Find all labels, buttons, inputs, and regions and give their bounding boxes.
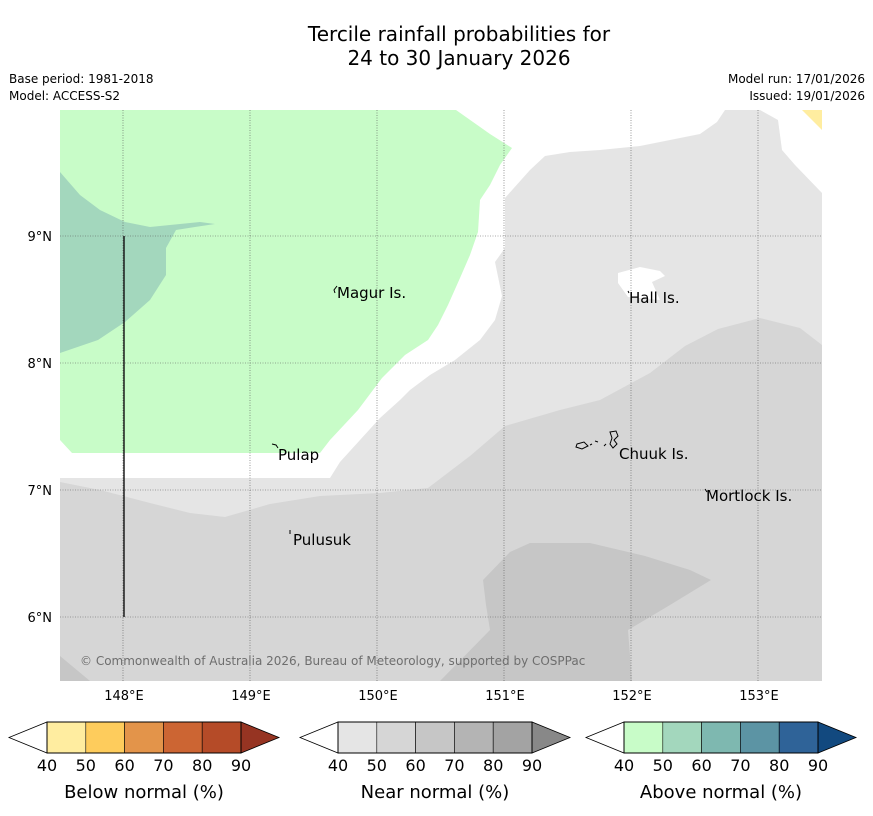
colorbar-tick-label: 70 [153,756,173,775]
colorbar-tick-label: 60 [405,756,425,775]
place-magur-label: Magur Is. [337,284,406,302]
colorbar-cell [337,721,378,754]
colorbar-cell [454,721,494,754]
above-normal-50-60-region [60,172,215,353]
colorbar-tick-label: 70 [730,756,750,775]
colorbar-cell [701,721,741,754]
colorbar-tick-label: 80 [192,756,212,775]
colorbar-tick-label: 70 [444,756,464,775]
colorbar-cell [492,721,533,754]
map-area: Magur Is. Hall Is. Pulap Chuuk Is. Mortl… [60,110,822,681]
colorbar-cell [623,721,664,754]
colorbar-outline [623,721,819,754]
title-line-1: Tercile rainfall probabilities for [307,22,611,46]
colorbar-outline [337,721,533,754]
white-gap-north [618,267,665,300]
colorbar-title: Near normal (%) [361,782,510,803]
colorbar-tick-label: 50 [367,756,387,775]
colorbar-right-extension [817,721,858,754]
grid-lines [60,110,822,681]
colorbar-title: Above normal (%) [640,782,802,803]
colorbar-left-extension [7,721,48,754]
colorbar-cell [376,721,416,754]
lon-label-149e: 149°E [231,689,271,704]
colorbar-right-extension [240,721,281,754]
place-pulusuk-label: Pulusuk [293,531,351,549]
colorbar-below-normal: 40 50 60 70 80 90 Below normal (%) [7,721,281,803]
model-text: Model: ACCESS-S2 [9,89,121,103]
mortlock-island-shape [704,488,708,493]
meta-right: Model run: 17/01/2026 Issued: 19/01/2026 [728,71,865,105]
colorbar-left-extension [298,721,339,754]
near-normal-60-70-region [440,543,711,681]
colorbar-above-normal: 40 50 60 70 80 90 Above normal (%) [584,721,858,803]
colorbar-tick-label: 50 [653,756,673,775]
model-run-text: Model run: 17/01/2026 [727,72,865,86]
colorbar-tick-label: 90 [231,756,251,775]
colorbar-left-extension [584,721,625,754]
colorbar-tick-label: 40 [37,756,57,775]
colorbar-cell [163,721,203,754]
colorbar-outline [46,721,242,754]
issued-text: Issued: 19/01/2026 [749,89,865,103]
lon-label-152e: 152°E [612,689,652,704]
colorbar-tick-label: 50 [76,756,96,775]
meta-left: Base period: 1981-2018 Model: ACCESS-S2 [9,71,154,105]
colorbar-cell [778,721,819,754]
colorbar-tick-label: 90 [522,756,542,775]
title-line-2: 24 to 30 January 2026 [347,46,571,70]
place-chuuk-label: Chuuk Is. [619,445,688,463]
island-markers [271,285,708,534]
chuuk-island-shapes [575,430,619,450]
colorbar-right-extension [531,721,572,754]
colorbar-tick-label: 40 [614,756,634,775]
near-normal-60-70-corner [60,656,90,681]
white-gap-east [725,110,822,193]
colorbar-cell [124,721,164,754]
colorbar-title: Below normal (%) [64,782,224,803]
colorbar-tick-label: 80 [483,756,503,775]
place-mortlock-label: Mortlock Is. [706,487,792,505]
hall-island-shape [627,290,630,294]
colorbar-tick-label: 40 [328,756,348,775]
pulap-island-shape [271,443,279,449]
colorbar-cell [662,721,702,754]
colorbar-tick-label: 90 [808,756,828,775]
lon-label-151e: 151°E [485,689,525,704]
lon-label-148e: 148°E [104,689,144,704]
colorbar-near-normal: 40 50 60 70 80 90 Near normal (%) [298,721,572,803]
colorbar-cell [740,721,780,754]
lon-label-153e: 153°E [739,689,779,704]
magur-island-shape [333,285,338,294]
lat-label-6n: 6°N [28,611,53,626]
copyright-text: © Commonwealth of Australia 2026, Bureau… [80,654,585,668]
lat-label-8n: 8°N [28,357,53,372]
colorbar-cell [46,721,87,754]
below-normal-corner [802,110,822,130]
map-title: Tercile rainfall probabilities for 24 to… [0,22,873,70]
lon-label-150e: 150°E [358,689,398,704]
colorbar-cell [85,721,125,754]
base-period-text: Base period: 1981-2018 [9,72,154,86]
above-normal-40-50-region [60,110,512,453]
place-pulap-label: Pulap [278,446,319,464]
colorbar-tick-label: 60 [114,756,134,775]
colorbar-cell [201,721,242,754]
lat-label-7n: 7°N [28,484,53,499]
colorbar-cell [415,721,455,754]
colorbar-tick-label: 80 [769,756,789,775]
colorbar-tick-label: 60 [691,756,711,775]
place-hall-label: Hall Is. [629,289,680,307]
lat-label-9n: 9°N [28,230,53,245]
